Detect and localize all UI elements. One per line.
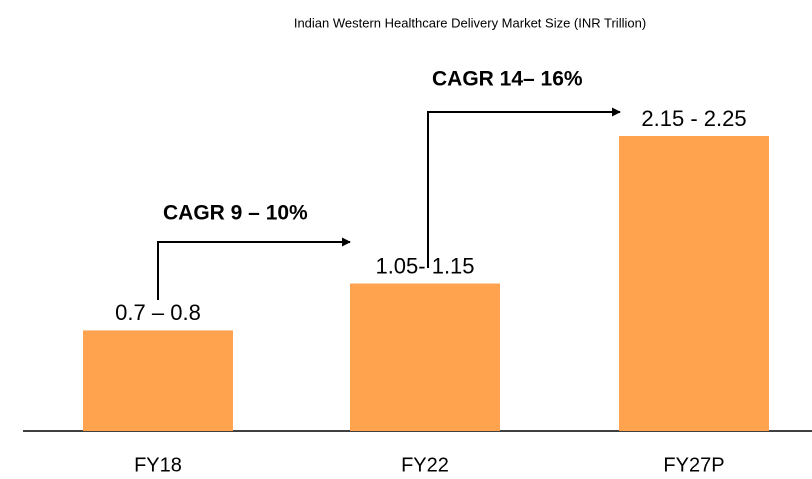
bar	[619, 136, 769, 431]
cagr-arrow	[427, 107, 621, 268]
value-label: 1.05- 1.15	[375, 253, 474, 278]
value-label: 0.7 – 0.8	[115, 300, 201, 325]
value-label: 2.15 - 2.25	[641, 106, 746, 131]
annotation: CAGR 14– 16%	[432, 68, 583, 91]
annotation: CAGR 9 – 10%	[163, 202, 308, 225]
x-tick-label: FY22	[401, 454, 449, 476]
bar	[83, 330, 233, 431]
bar	[350, 283, 500, 431]
x-tick-label: FY18	[134, 454, 182, 476]
x-tick-label: FY27P	[663, 454, 724, 476]
cagr-arrow	[157, 237, 351, 300]
chart-title: Indian Western Healthcare Delivery Marke…	[294, 15, 646, 30]
